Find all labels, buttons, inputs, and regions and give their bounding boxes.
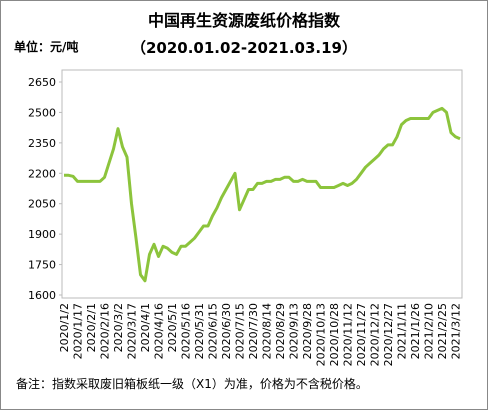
x-tick-label: 2020/3/2 bbox=[112, 303, 125, 352]
y-tick-label: 2350 bbox=[28, 137, 56, 150]
x-tick-label: 2020/5/16 bbox=[180, 303, 193, 359]
x-tick-label: 2021/2/25 bbox=[436, 303, 449, 359]
x-tick-label: 2020/2/1 bbox=[85, 303, 98, 352]
x-tick-label: 2020/11/27 bbox=[355, 303, 368, 366]
y-tick-label: 1750 bbox=[28, 259, 56, 272]
x-tick-label: 2020/1/2 bbox=[58, 303, 71, 352]
x-tick-label: 2020/9/13 bbox=[288, 303, 301, 359]
chart-subtitle: （2020.01.02-2021.03.19） bbox=[131, 39, 357, 57]
y-tick-label: 2050 bbox=[28, 198, 56, 211]
x-tick-label: 2020/12/27 bbox=[382, 303, 395, 366]
x-tick-label: 2020/12/12 bbox=[369, 303, 382, 366]
x-tick-label: 2020/4/1 bbox=[139, 303, 152, 352]
x-tick-label: 2021/1/26 bbox=[409, 303, 422, 359]
x-tick-label: 2020/7/15 bbox=[234, 303, 247, 359]
x-tick-label: 2021/3/12 bbox=[450, 303, 463, 359]
plot-frame bbox=[61, 69, 463, 299]
x-tick-label: 2020/5/31 bbox=[193, 303, 206, 359]
x-tick-label: 2021/1/11 bbox=[396, 303, 409, 359]
x-tick-label: 2020/11/12 bbox=[342, 303, 355, 366]
price-line bbox=[64, 106, 461, 283]
unit-label: 单位：元/吨 bbox=[14, 39, 78, 54]
x-tick-label: 2020/10/13 bbox=[315, 303, 328, 366]
y-tick-label: 2500 bbox=[28, 106, 56, 119]
x-tick-label: 2020/7/30 bbox=[247, 303, 260, 359]
x-tick-label: 2020/3/17 bbox=[126, 303, 139, 359]
x-tick-label: 2020/1/17 bbox=[72, 303, 85, 359]
x-tick-label: 2020/10/28 bbox=[328, 303, 341, 366]
x-tick-label: 2020/2/16 bbox=[99, 303, 112, 359]
y-tick-label: 1600 bbox=[28, 289, 56, 302]
y-tick-label: 2200 bbox=[28, 167, 56, 180]
x-tick-label: 2020/8/14 bbox=[261, 303, 274, 359]
x-tick-label: 2020/6/15 bbox=[207, 303, 220, 359]
y-tick-label: 1900 bbox=[28, 228, 56, 241]
x-tick-label: 2020/6/30 bbox=[220, 303, 233, 359]
x-tick-label: 2020/5/1 bbox=[166, 303, 179, 352]
x-tick-label: 2020/4/16 bbox=[153, 303, 166, 359]
y-tick-label: 2650 bbox=[28, 76, 56, 89]
x-tick-label: 2020/8/29 bbox=[274, 303, 287, 359]
x-tick-label: 2020/9/28 bbox=[301, 303, 314, 359]
chart-title: 中国再生资源废纸价格指数 bbox=[148, 11, 341, 30]
x-tick-label: 2021/2/10 bbox=[423, 303, 436, 359]
note: 备注：指数采取废旧箱板纸一级（X1）为准，价格为不含税价格。 bbox=[16, 376, 368, 391]
